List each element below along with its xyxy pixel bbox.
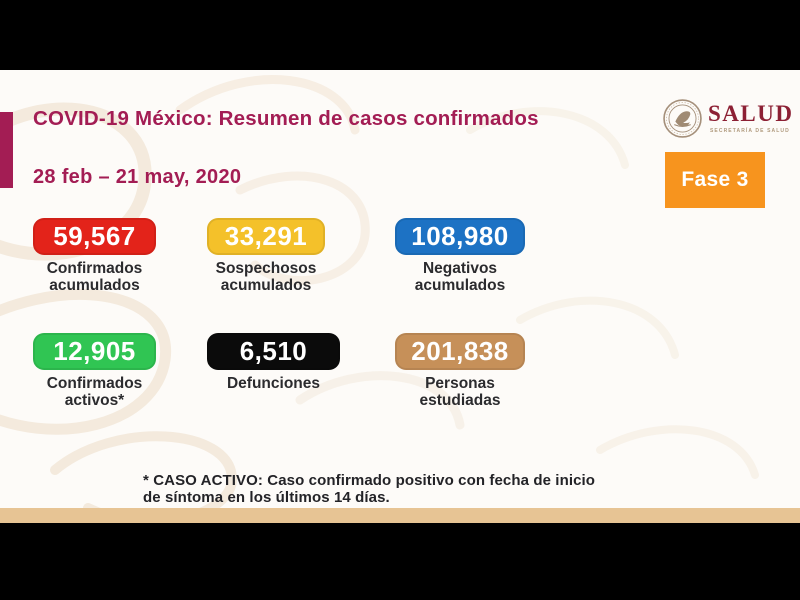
top-letterbox-bar (0, 0, 800, 70)
stat-value-pill: 59,567 (33, 218, 156, 255)
salud-logo: SALUD SECRETARÍA DE SALUD (662, 98, 793, 139)
stat-label: Confirmados activos* (46, 375, 143, 409)
stat-card-sospechosos-acumulados: 33,291 Sospechosos acumulados (207, 218, 325, 294)
phase-badge: Fase 3 (665, 152, 765, 208)
salud-logo-text: SALUD SECRETARÍA DE SALUD (708, 101, 794, 135)
stat-value-pill: 201,838 (395, 333, 525, 370)
stat-value-pill: 6,510 (207, 333, 340, 370)
slide-content: COVID-19 México: Resumen de casos confir… (0, 70, 800, 508)
stat-value-pill: 108,980 (395, 218, 525, 255)
stat-card-defunciones: 6,510 Defunciones (207, 333, 340, 393)
stat-card-negativos-acumulados: 108,980 Negativos acumulados (395, 218, 525, 294)
stat-card-personas-estudiadas: 201,838 Personas estudiadas (395, 333, 525, 409)
salud-seal-icon (663, 99, 702, 138)
stat-label: Sospechosos acumulados (215, 260, 317, 294)
stat-card-confirmados-activos: 12,905 Confirmados activos* (33, 333, 156, 409)
salud-subtitle: SECRETARÍA DE SALUD (710, 128, 790, 134)
salud-wordmark: SALUD (708, 101, 794, 126)
active-case-footnote: * CASO ACTIVO: Caso confirmado positivo … (143, 472, 596, 506)
date-range: 28 feb – 21 may, 2020 (33, 166, 242, 188)
stat-card-confirmados-acumulados: 59,567 Confirmados acumulados (33, 218, 156, 294)
title-accent-stripe (0, 112, 13, 188)
bottom-letterbox-bar (0, 523, 800, 600)
stat-value-pill: 12,905 (33, 333, 156, 370)
stat-label: Defunciones (226, 375, 320, 392)
stat-label: Personas estudiadas (419, 375, 501, 409)
stat-label: Negativos acumulados (414, 260, 506, 294)
stat-label: Confirmados acumulados (46, 260, 143, 294)
page-title: COVID-19 México: Resumen de casos confir… (33, 107, 539, 130)
stat-value-pill: 33,291 (207, 218, 325, 255)
footer-accent-strip (0, 508, 800, 523)
